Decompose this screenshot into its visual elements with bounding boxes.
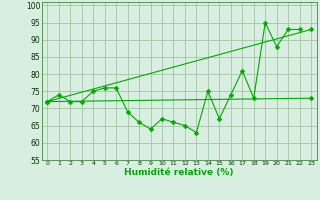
X-axis label: Humidité relative (%): Humidité relative (%) [124,168,234,177]
